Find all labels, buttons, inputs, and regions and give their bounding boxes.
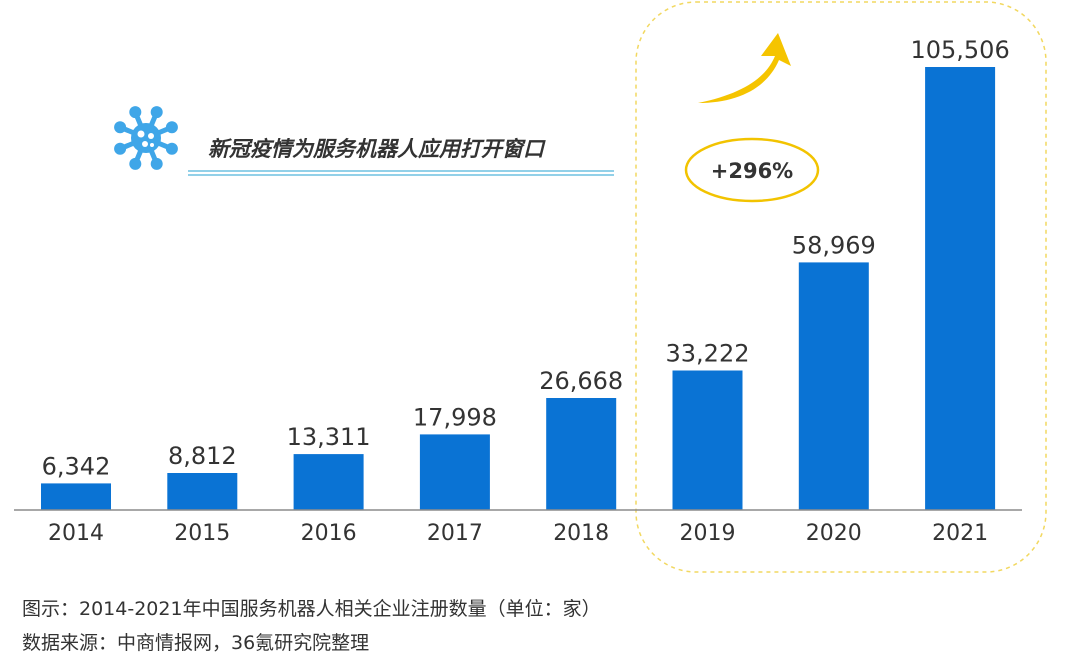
x-tick-label-2015: 2015 [174, 521, 230, 546]
growth-label: +296% [711, 159, 793, 183]
x-tick-label-2020: 2020 [806, 521, 862, 546]
virus-icon [114, 106, 178, 170]
bar-2015 [167, 473, 238, 510]
bar-2021 [925, 67, 996, 510]
x-tick-label-2014: 2014 [48, 521, 104, 546]
curved-arrow-up-icon [698, 33, 791, 103]
bar-2020 [798, 262, 869, 510]
growth-ellipse [684, 137, 820, 203]
value-label-2020: 58,969 [792, 231, 876, 259]
bar-2017 [419, 434, 490, 510]
x-tick-label-2018: 2018 [553, 521, 609, 546]
value-label-2018: 26,668 [539, 367, 623, 395]
figure-caption: 图示：2014-2021年中国服务机器人相关企业注册数量（单位：家） [22, 598, 601, 620]
bar-2016 [293, 454, 364, 510]
x-tick-labels-group: 2014 2015 2016 2017 2018 2019 2020 2021 [48, 521, 988, 546]
value-label-2021: 105,506 [910, 36, 1009, 64]
value-label-2019: 33,222 [666, 340, 750, 368]
value-label-2016: 13,311 [287, 423, 371, 451]
bar-2019 [672, 370, 743, 510]
bar-2018 [546, 398, 617, 510]
highlight-region [635, 1, 1047, 573]
data-source: 数据来源：中商情报网，36氪研究院整理 [22, 632, 370, 654]
x-tick-label-2019: 2019 [680, 521, 736, 546]
x-tick-label-2021: 2021 [932, 521, 988, 546]
x-tick-label-2017: 2017 [427, 521, 483, 546]
value-label-2017: 17,998 [413, 403, 497, 431]
value-label-2015: 8,812 [168, 442, 237, 470]
value-label-2014: 6,342 [42, 452, 111, 480]
bar-2014 [41, 483, 111, 510]
bars-group [41, 67, 996, 510]
banner-title: 新冠疫情为服务机器人应用打开窗口 [208, 137, 546, 161]
x-tick-label-2016: 2016 [301, 521, 357, 546]
value-labels-group: 6,342 8,812 13,311 17,998 26,668 33,222 58,969… [42, 36, 1010, 480]
